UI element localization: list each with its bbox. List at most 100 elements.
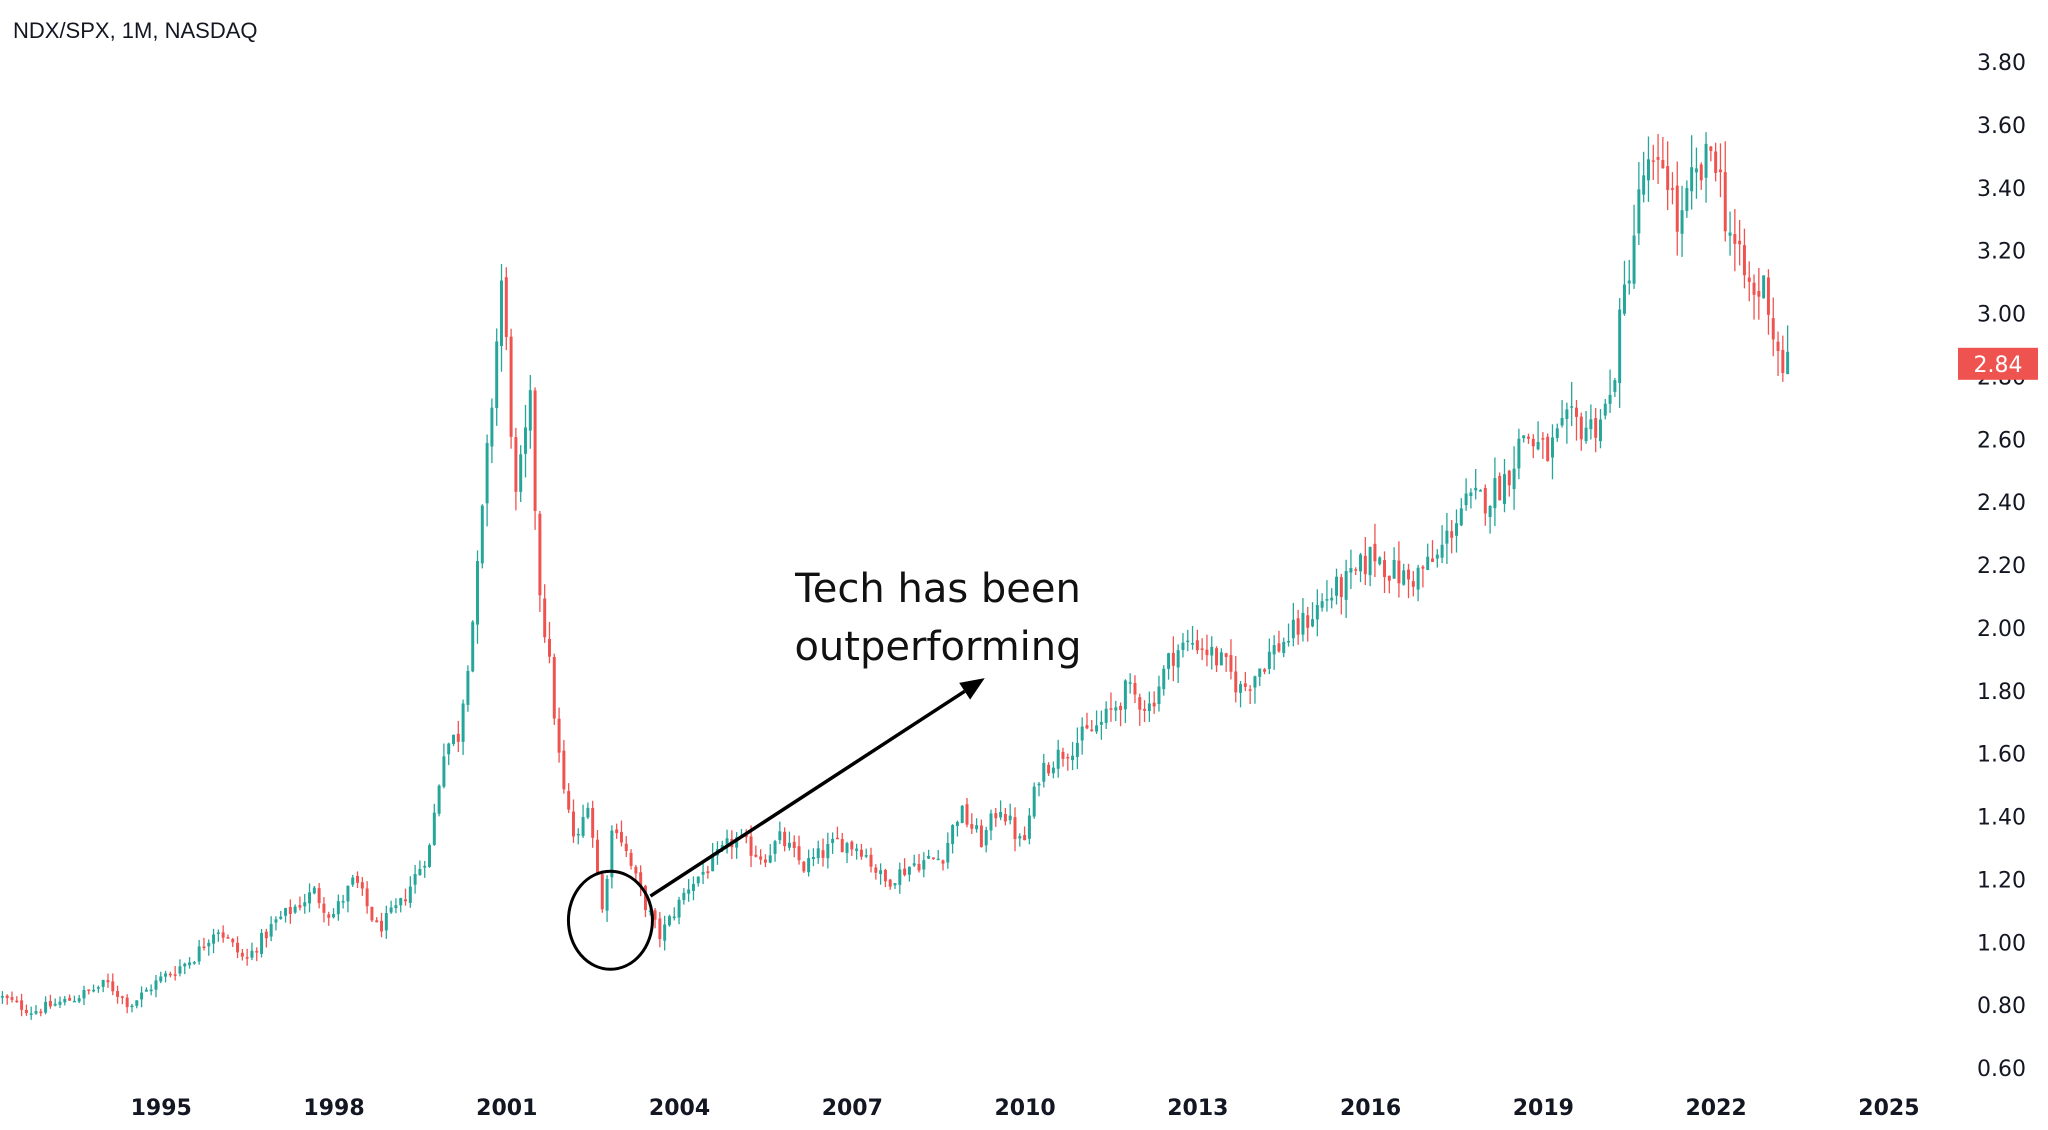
candle-up — [528, 390, 532, 431]
candle-up — [720, 845, 724, 849]
chart-title: NDX/SPX, 1M, NASDAQ — [13, 18, 258, 43]
candle-down — [264, 931, 268, 939]
candle-down — [240, 952, 244, 957]
candle-down — [1738, 240, 1742, 245]
candle-up — [855, 848, 859, 851]
candle-down — [1397, 560, 1401, 584]
candle-down — [1215, 648, 1219, 666]
candle-up — [951, 825, 955, 845]
candle-down — [327, 914, 331, 918]
candle-down — [404, 899, 408, 902]
candle-up — [1517, 438, 1521, 469]
candle-down — [1354, 569, 1358, 571]
candle-up — [725, 838, 729, 845]
candle-down — [236, 942, 240, 953]
candle-up — [471, 621, 475, 672]
annotation-arrowhead — [959, 678, 985, 700]
candle-up — [480, 505, 484, 564]
candle-down — [653, 910, 657, 920]
candle-up — [1459, 508, 1463, 526]
candle-down — [970, 824, 974, 829]
candle-up — [960, 805, 964, 823]
candle-up — [1176, 650, 1180, 668]
candle-up — [1762, 275, 1766, 299]
y-tick-label: 3.20 — [1977, 240, 2026, 265]
candle-up — [1051, 767, 1055, 774]
candle-up — [1330, 597, 1334, 601]
candle-down — [792, 841, 796, 849]
candle-up — [1627, 280, 1631, 284]
candle-down — [783, 831, 787, 847]
candle-up — [1147, 703, 1151, 712]
candle-down — [835, 837, 839, 840]
candle-up — [1311, 619, 1315, 627]
candle-up — [1315, 604, 1319, 620]
candle-up — [389, 907, 393, 913]
candle-up — [101, 979, 105, 987]
candle-down — [994, 813, 998, 819]
candle-down — [658, 918, 662, 940]
candle-up — [260, 932, 264, 954]
candle-up — [1464, 493, 1468, 506]
candle-down — [1675, 185, 1679, 232]
candle-up — [701, 871, 705, 875]
candle-down — [10, 997, 14, 1000]
candle-down — [931, 857, 935, 859]
candle-up — [1728, 232, 1732, 236]
candle-down — [1387, 575, 1391, 581]
candle-up — [1440, 544, 1444, 558]
candle-up — [428, 845, 431, 867]
candle-down — [903, 868, 907, 876]
candle-up — [399, 898, 403, 906]
y-tick-label: 1.40 — [1977, 806, 2026, 831]
x-tick-label: 1995 — [131, 1096, 192, 1121]
candle-up — [999, 811, 1003, 818]
candle-up — [1416, 567, 1420, 590]
candle-up — [207, 942, 211, 947]
candle-up — [1603, 403, 1607, 416]
candle-up — [1786, 351, 1790, 375]
candle-down — [1709, 146, 1713, 151]
candle-up — [164, 973, 168, 977]
candle-up — [1555, 428, 1559, 439]
candle-up — [1282, 641, 1286, 654]
candle-up — [1642, 175, 1646, 195]
candle-up — [610, 830, 614, 878]
candle-up — [811, 856, 815, 860]
candle-down — [317, 888, 321, 904]
candle-down — [1047, 764, 1051, 774]
candle-down — [562, 750, 566, 790]
candle-down — [509, 336, 513, 437]
candle-down — [821, 850, 825, 858]
candle-down — [1723, 172, 1727, 232]
candle-up — [1349, 568, 1353, 573]
candle-up — [1186, 640, 1190, 643]
candle-down — [380, 920, 384, 932]
candle-down — [1666, 166, 1670, 190]
candle-up — [879, 870, 883, 875]
candle-up — [442, 756, 446, 787]
candle-up — [1378, 557, 1382, 565]
candle-up — [1080, 726, 1084, 741]
candle-down — [840, 839, 844, 852]
candle-up — [1181, 642, 1185, 650]
candle-down — [1229, 655, 1233, 672]
y-tick-label: 3.60 — [1977, 114, 2026, 139]
candle-up — [476, 561, 479, 625]
candle-up — [197, 946, 201, 962]
candle-up — [394, 905, 398, 909]
candle-down — [859, 849, 863, 857]
candle-up — [787, 842, 791, 848]
candle-up — [53, 1003, 57, 1006]
x-tick-label: 2016 — [1340, 1096, 1401, 1121]
candle-up — [1253, 676, 1257, 688]
candle-down — [168, 973, 172, 976]
candle-down — [1109, 708, 1113, 710]
candle-down — [1714, 151, 1718, 173]
candle-up — [1239, 684, 1243, 693]
candle-up — [216, 932, 220, 934]
candle-down — [111, 981, 115, 992]
candle-down — [120, 996, 124, 998]
